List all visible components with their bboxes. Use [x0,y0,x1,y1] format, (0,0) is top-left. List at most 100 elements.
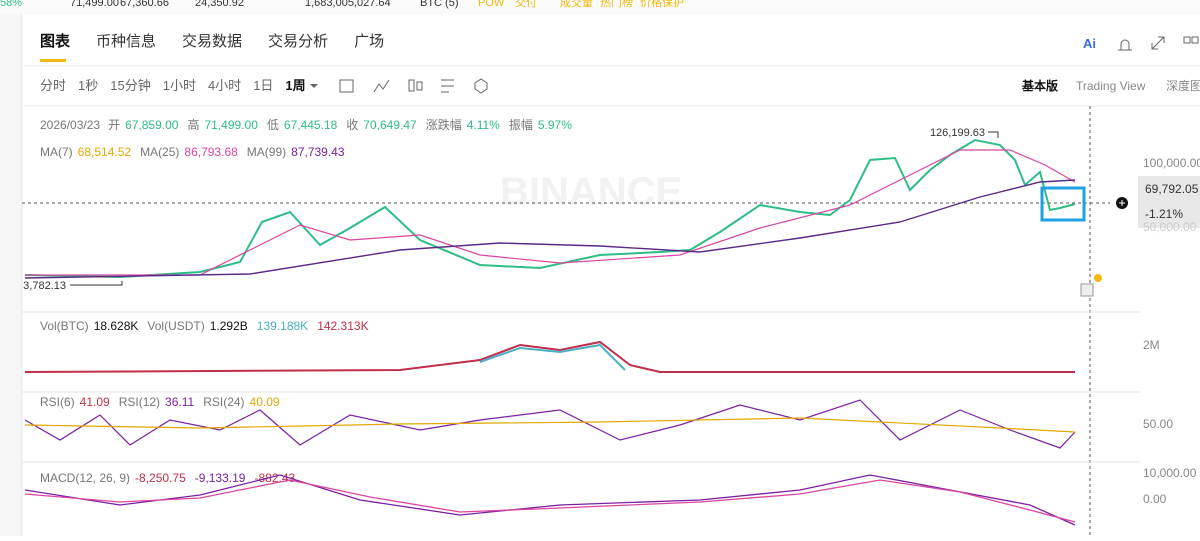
ma-line [25,149,1076,276]
axis-label: 2M [1143,338,1160,352]
price-low: 3,782.13 [23,280,66,292]
legend-value: -9,133.19 [195,471,246,485]
view[interactable]: Trading View [1076,79,1146,93]
high-marker [988,131,999,138]
tab[interactable]: 图表 [40,32,71,50]
legend-value: 40.09 [250,395,280,409]
legend-value: 70,649.47 [363,118,417,132]
macd-line [24,479,1076,523]
tabs: 图表 币种信息 交易数据 交易分析 广场 [40,32,384,50]
legend-value: 67,445.18 [284,118,338,132]
top-bar-text: 67,360.66 [120,0,169,9]
legend-value: 4.11% [467,118,500,132]
axis-label: 50,000.00 [1143,220,1197,234]
tab[interactable]: 广场 [354,33,384,50]
legend-label: MACD(12, 26, 9) [40,471,130,485]
interval[interactable]: 1日 [253,78,273,93]
legend-label: MA(99) [247,145,286,159]
axis-label: 50.00 [1143,417,1173,431]
ai-button[interactable]: Ai [1083,36,1096,51]
legend-label: MA(7) [40,145,73,159]
axis-label: 10,000.00 [1143,466,1197,480]
view[interactable]: 基本版 [1021,78,1058,93]
intervals: 分时 1秒 15分钟 1小时 4小时 1日 1周 [40,78,306,93]
top-bar-text: POW [478,0,505,9]
add-icon [1119,200,1125,206]
legend-value: 86,793.68 [184,145,238,159]
interval[interactable]: 4小时 [208,78,241,93]
top-bar [0,0,1200,14]
top-bar-text: 成交量 [560,0,593,9]
top-bar-text: 1,683,005,027.64 [305,0,391,9]
rsi-line [24,417,1076,433]
expand-icon[interactable] [1151,36,1165,50]
bell-icon[interactable] [1118,39,1132,51]
top-bar-text: 交付 [515,0,537,9]
grid-icon[interactable] [1183,36,1191,44]
legend-label: 2026/03/23 [40,118,100,132]
legend-value: 142.313K [317,319,368,333]
legend-label: 振幅 [509,117,533,132]
interval[interactable]: 1周 [285,78,305,93]
tool-icon[interactable] [408,79,415,92]
price-high: 126,199.63 [930,127,985,139]
tool-icon[interactable] [373,79,390,93]
tool-icon[interactable] [441,79,454,93]
top-bar-texts: 58% 71,499.00 67,360.66 24,350.92 1,683,005,… [0,0,684,9]
top-bar-text: 热门榜 [600,0,633,9]
tool-icons [339,78,488,94]
grid-icon[interactable] [1191,36,1199,44]
legend-label: Vol(BTC) [40,319,89,333]
volume-ma [479,343,626,371]
axis-label: 0.00 [1143,492,1167,506]
top-bar-text: 58% [0,0,22,9]
legend-value: 68,514.52 [78,145,132,159]
tab[interactable]: 币种信息 [96,33,156,50]
axis-label: 100,000.00 [1143,156,1200,170]
watermark: BINANCE [500,170,682,214]
view[interactable]: 深度图 [1166,78,1200,93]
legend-value: 139.188K [257,319,308,333]
legend-value: 36.11 [165,395,194,409]
current-price: 69,792.05 [1145,182,1199,196]
tab[interactable]: 交易分析 [268,32,328,50]
legend-lines: 2026/03/23 开 67,859.00 高 71,499.00 低 67,445.18… [40,117,572,485]
interval[interactable]: 分时 [40,78,66,93]
note-icon[interactable] [1080,283,1094,297]
low-marker [70,281,123,286]
volume-ma [24,340,1075,373]
legend-value: 41.09 [80,395,110,409]
legend-value: 5.97% [538,118,572,132]
price-line [24,138,1076,279]
legend-label: RSI(12) [119,395,160,409]
price-label [1138,176,1200,228]
tool-icon[interactable] [339,79,354,93]
dot [1094,274,1102,282]
top-bar-text: 71,499.00 [70,0,119,9]
tab[interactable]: 交易数据 [182,32,242,50]
left-strip [0,14,22,536]
legend-label: 高 [187,117,199,132]
interval[interactable]: 15分钟 [110,78,150,93]
dropdown-icon[interactable] [310,84,318,88]
interval[interactable]: 1秒 [78,78,98,93]
legend-value: 87,739.43 [291,145,345,159]
current-change: -1.21% [1145,207,1183,221]
interval[interactable]: 1小时 [163,78,196,93]
legend-label: 收 [346,118,358,132]
tool-icon[interactable] [416,81,423,91]
legend-label: 涨跌幅 [426,117,462,132]
tool-icon[interactable] [474,78,488,94]
views: 基本版 Trading View 深度图 [1021,78,1200,93]
top-bar-text: BTC (5) [420,0,459,9]
legend-value: 71,499.00 [204,118,258,132]
top-bar-text: 价格保护 [640,0,684,9]
legend-value: 67,859.00 [125,118,179,132]
highlight-box [1040,186,1086,222]
legend-label: RSI(6) [40,395,75,409]
tab-underline [40,59,66,62]
legend-label: Vol(USDT) [147,319,204,333]
ma-line [24,179,1076,279]
